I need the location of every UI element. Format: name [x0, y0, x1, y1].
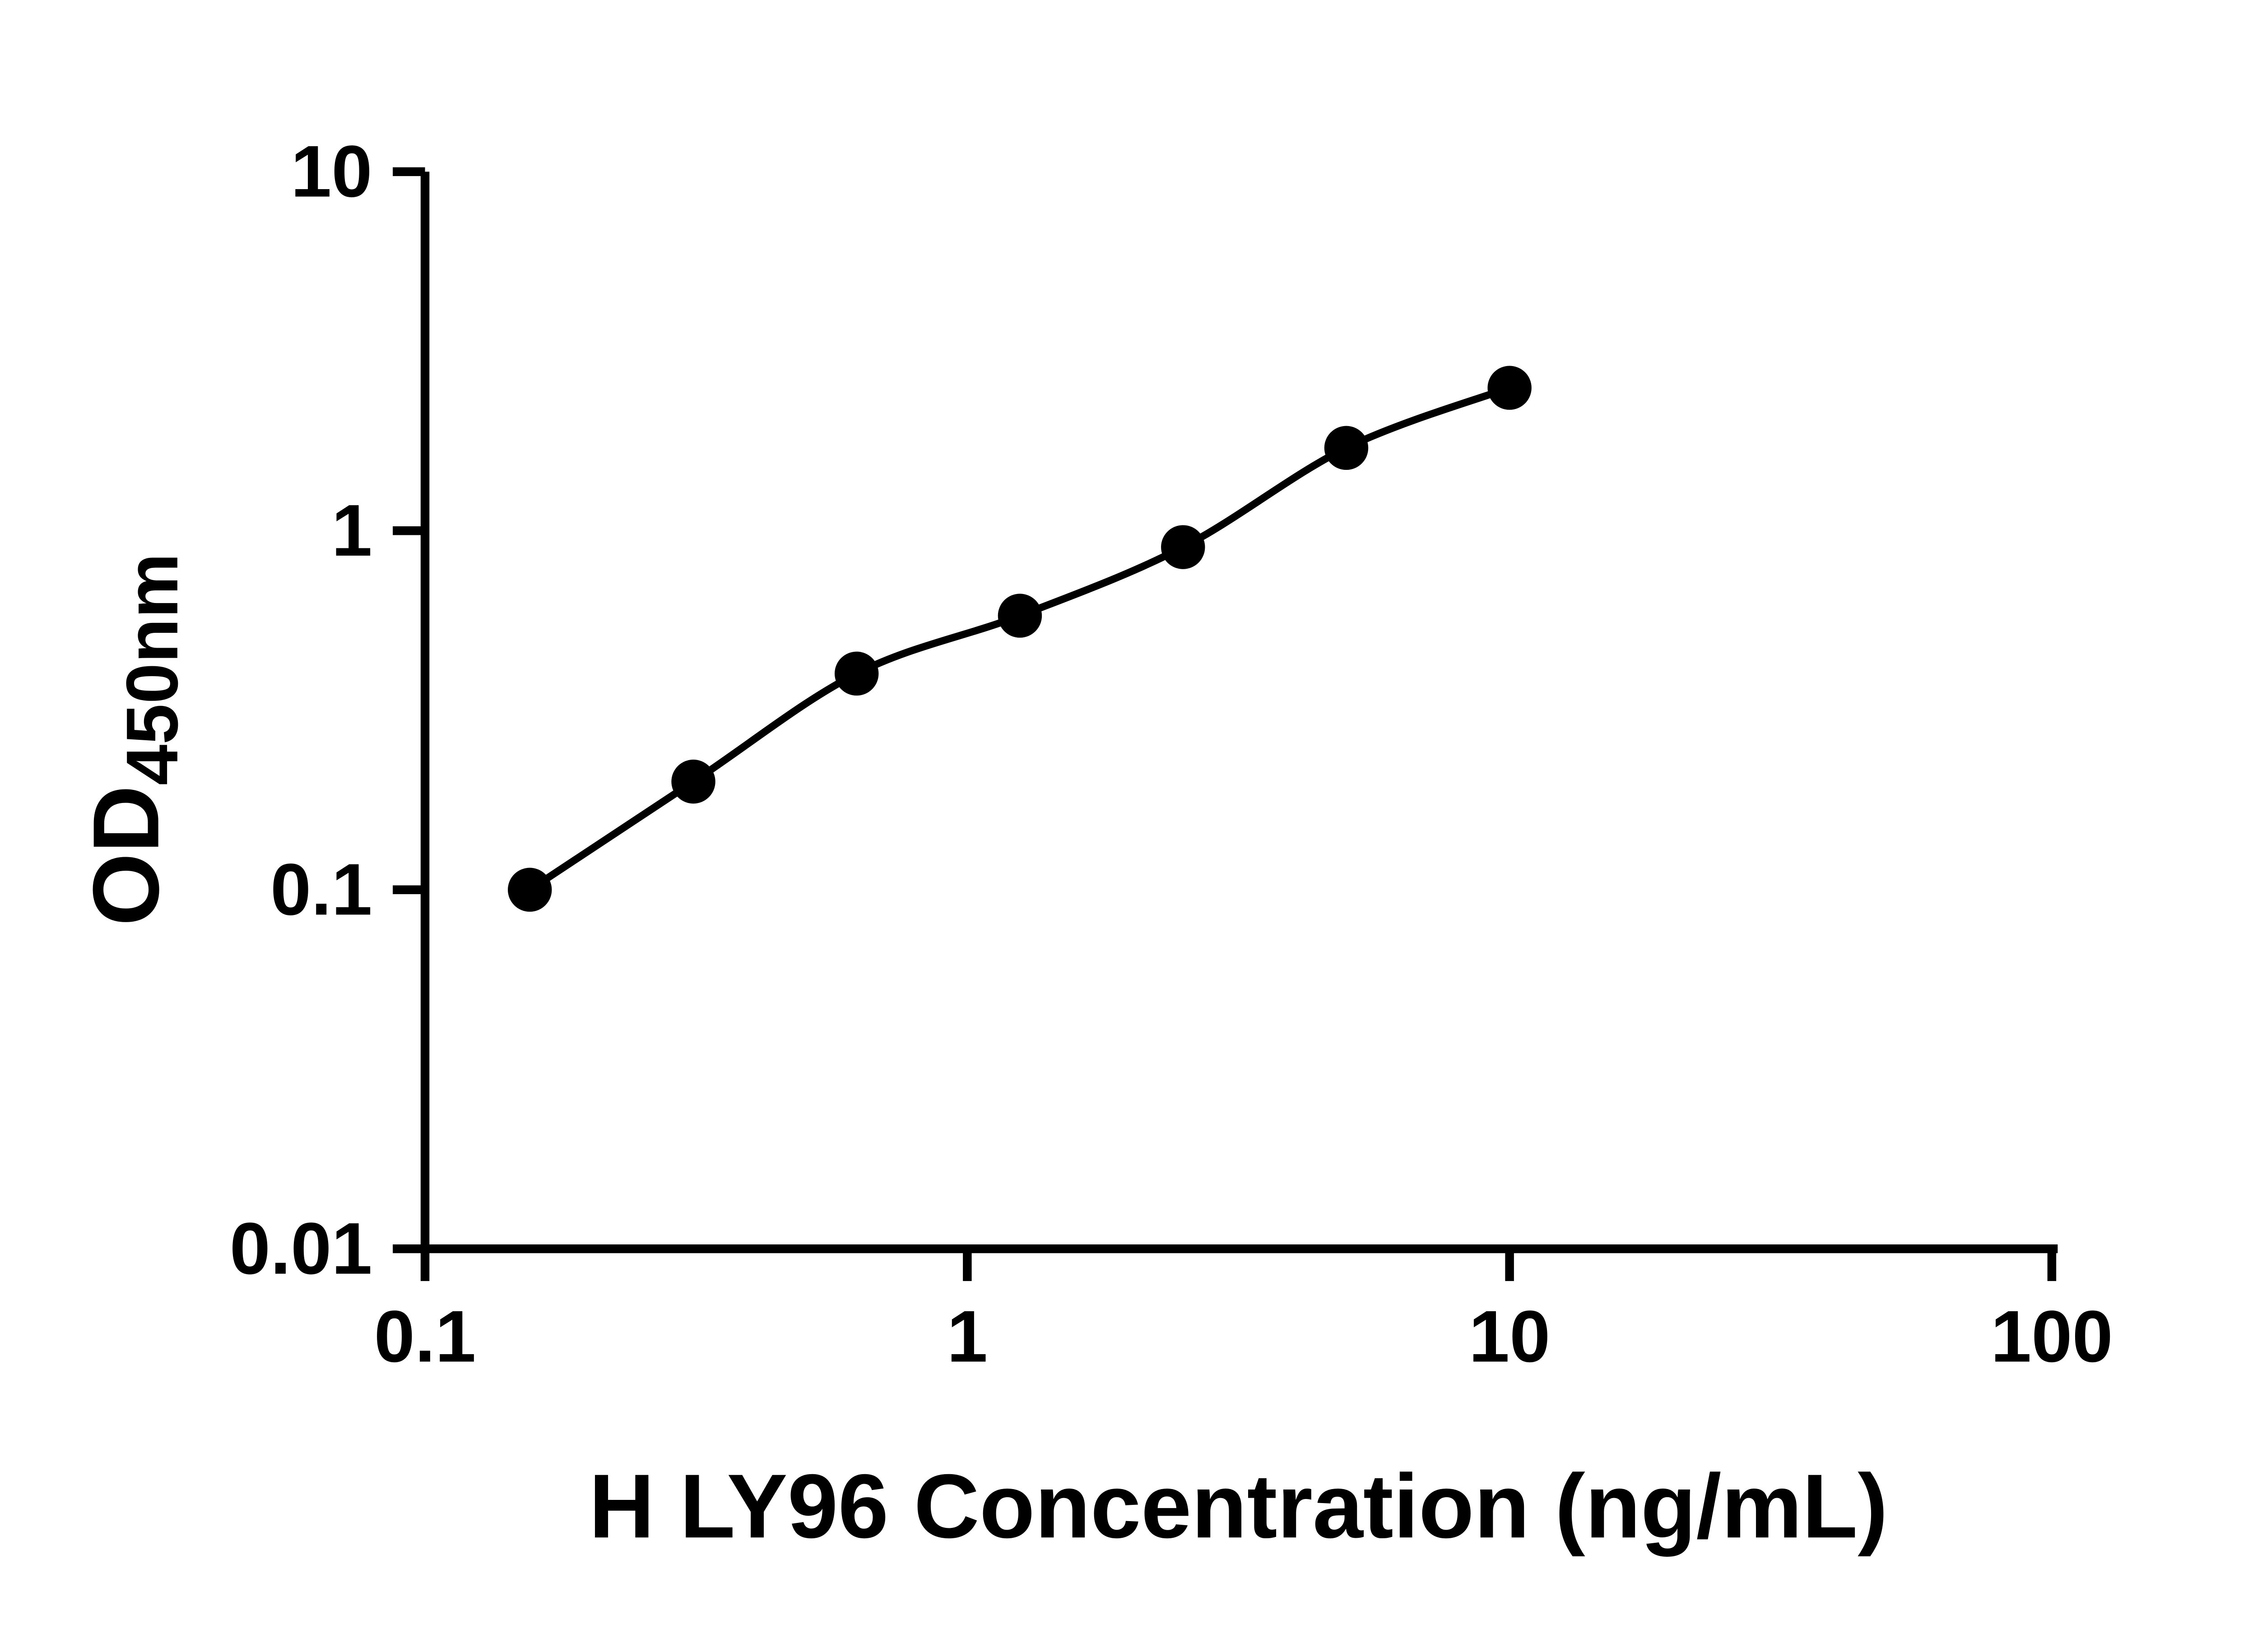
x-tick-label: 100	[1991, 1296, 2113, 1378]
x-tick-label: 0.1	[374, 1296, 476, 1378]
y-axis-title: OD450nm	[74, 553, 193, 926]
x-axis-title: H LY96 Concentration (ng/mL)	[589, 1455, 1888, 1557]
data-point-2	[835, 651, 879, 696]
y-axis-title-main: OD	[74, 785, 179, 926]
y-tick-label: 1	[331, 490, 372, 571]
data-point-6	[1487, 366, 1532, 410]
x-tick-label: 10	[1469, 1296, 1551, 1378]
y-tick-label: 10	[291, 131, 372, 213]
data-point-4	[1161, 525, 1205, 569]
y-axis-title-subscript: 450nm	[111, 553, 193, 785]
y-tick-label: 0.1	[270, 849, 372, 930]
data-point-3	[998, 594, 1042, 638]
x-tick-label: 1	[947, 1296, 988, 1378]
data-point-0	[508, 868, 552, 912]
data-point-1	[671, 759, 715, 804]
data-point-5	[1324, 426, 1369, 470]
y-tick-label: 0.01	[230, 1208, 372, 1290]
plot-background	[0, 20, 2257, 1632]
